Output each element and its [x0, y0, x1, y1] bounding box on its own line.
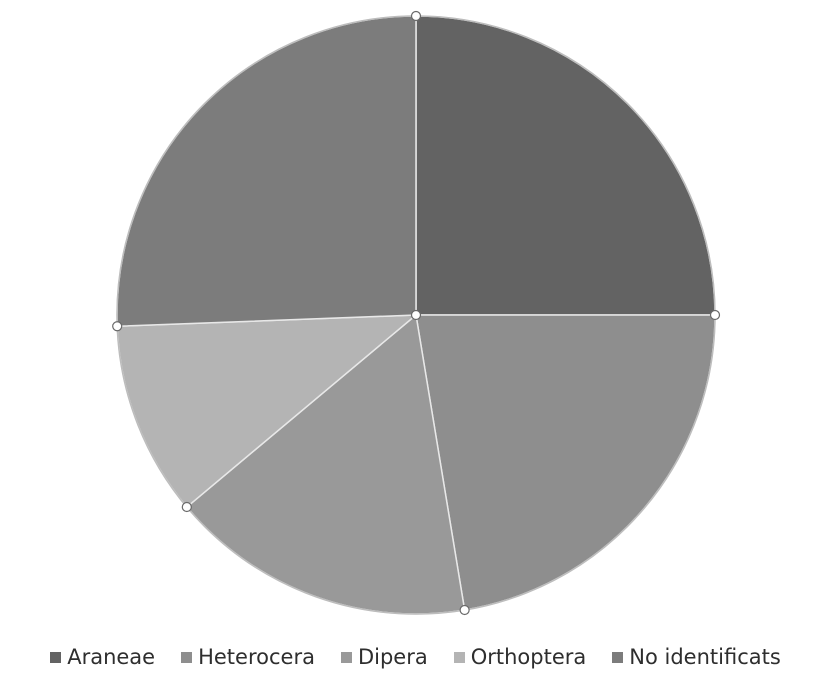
slice-boundary-handle: [460, 606, 469, 615]
pie-slice-araneae: [416, 16, 715, 315]
legend-label-dipera: Dipera: [358, 645, 428, 669]
legend: Araneae Heterocera Dipera Orthoptera No …: [0, 640, 831, 674]
pie-slice-no-identificats: [117, 16, 416, 326]
legend-label-orthoptera: Orthoptera: [471, 645, 587, 669]
legend-item-heterocera: Heterocera: [181, 645, 315, 669]
pie-slice-heterocera: [416, 315, 715, 610]
legend-label-araneae: Araneae: [67, 645, 155, 669]
legend-item-orthoptera: Orthoptera: [454, 645, 587, 669]
legend-swatch-heterocera: [181, 652, 192, 663]
legend-swatch-orthoptera: [454, 652, 465, 663]
pie-center-handle: [412, 311, 421, 320]
legend-item-dipera: Dipera: [341, 645, 428, 669]
slice-boundary-handle: [113, 322, 122, 331]
legend-swatch-dipera: [341, 652, 352, 663]
pie-plot-area: [0, 0, 831, 640]
legend-label-heterocera: Heterocera: [198, 645, 315, 669]
slice-boundary-handle: [412, 12, 421, 21]
slice-boundary-handle: [182, 503, 191, 512]
legend-item-araneae: Araneae: [50, 645, 155, 669]
legend-label-no-identificats: No identificats: [629, 645, 781, 669]
slice-boundary-handle: [711, 311, 720, 320]
legend-swatch-araneae: [50, 652, 61, 663]
legend-item-no-identificats: No identificats: [612, 645, 781, 669]
legend-swatch-no-identificats: [612, 652, 623, 663]
